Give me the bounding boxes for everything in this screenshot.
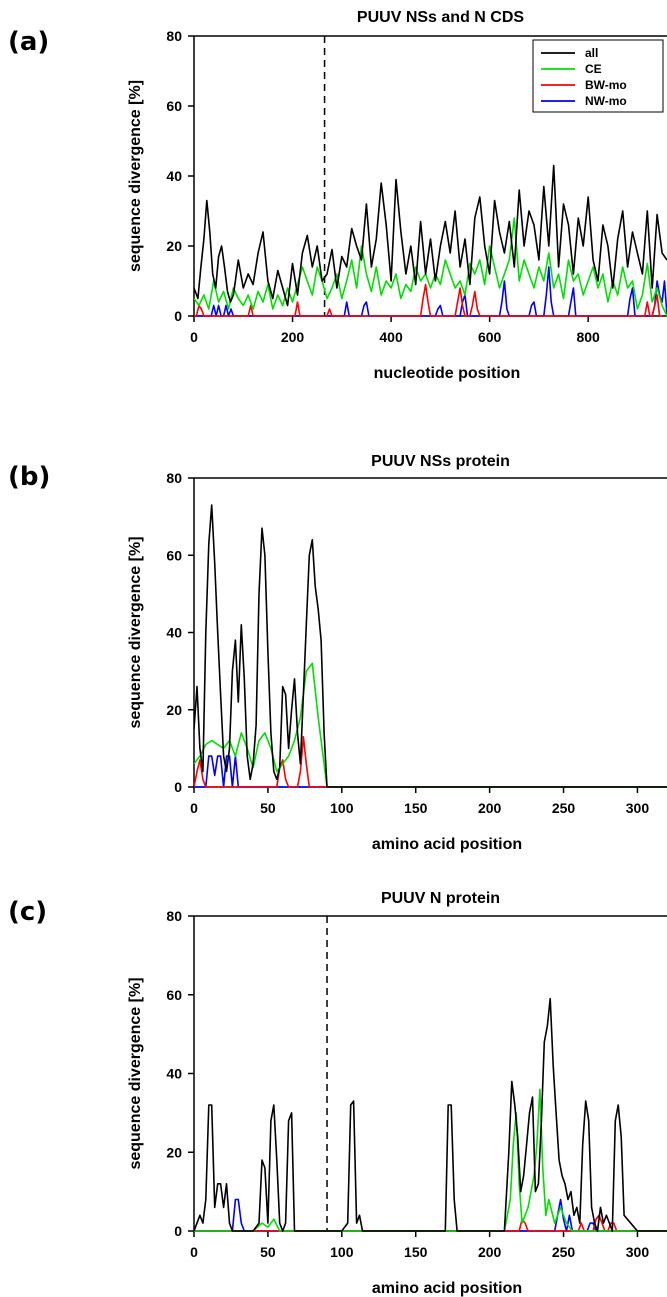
x-axis-label: nucleotide position <box>374 365 521 382</box>
x-tick-label: 600 <box>478 329 502 345</box>
legend-label: NW-mo <box>585 94 627 108</box>
y-tick-label: 20 <box>166 1144 182 1160</box>
y-tick-label: 40 <box>166 1066 182 1082</box>
y-tick-label: 60 <box>166 547 182 563</box>
x-tick-label: 300 <box>626 800 650 816</box>
y-tick-label: 80 <box>166 908 182 924</box>
legend-label: CE <box>585 62 602 76</box>
x-tick-label: 50 <box>260 800 276 816</box>
panel-letter: (a) <box>8 27 49 57</box>
x-tick-label: 50 <box>260 1244 276 1260</box>
y-tick-label: 20 <box>166 238 182 254</box>
series-line-nwmo <box>194 1198 667 1232</box>
y-axis-label: sequence divergence [%] <box>127 536 144 728</box>
x-tick-label: 100 <box>330 800 354 816</box>
y-tick-label: 80 <box>166 470 182 486</box>
chart-title: PUUV NSs and N CDS <box>357 9 524 26</box>
series-line-ce <box>194 217 667 317</box>
series-line-ce <box>194 662 667 788</box>
x-tick-label: 250 <box>552 800 576 816</box>
x-tick-label: 250 <box>552 1244 576 1260</box>
panel-letter: (b) <box>8 462 50 492</box>
plot-area <box>194 164 667 317</box>
y-tick-label: 40 <box>166 625 182 641</box>
x-tick-label: 200 <box>478 1244 502 1260</box>
plot-area <box>194 504 667 788</box>
panel-letter: (c) <box>8 897 47 927</box>
y-axis-label: sequence divergence [%] <box>127 977 144 1169</box>
x-axis-label: amino acid position <box>372 1280 522 1297</box>
legend-label: all <box>585 46 598 60</box>
plot-area <box>194 997 667 1232</box>
x-tick-label: 200 <box>281 329 305 345</box>
y-axis-label: sequence divergence [%] <box>127 80 144 272</box>
y-tick-label: 0 <box>174 308 182 324</box>
series-line-bwmo <box>194 1214 667 1232</box>
series-line-all <box>194 997 667 1232</box>
x-tick-label: 100 <box>330 1244 354 1260</box>
x-tick-label: 150 <box>404 800 428 816</box>
series-line-bwmo <box>194 283 663 317</box>
x-tick-label: 0 <box>190 800 198 816</box>
legend-box <box>532 39 664 113</box>
x-tick-label: 0 <box>190 329 198 345</box>
chart-title: PUUV NSs protein <box>371 453 510 470</box>
chart-title: PUUV N protein <box>381 890 500 907</box>
series-line-bwmo <box>194 735 667 788</box>
series-line-nwmo <box>194 755 667 788</box>
y-tick-label: 40 <box>166 168 182 184</box>
series-line-all <box>194 164 667 307</box>
x-tick-label: 200 <box>478 800 502 816</box>
x-tick-label: 300 <box>626 1244 650 1260</box>
y-tick-label: 60 <box>166 98 182 114</box>
x-tick-label: 0 <box>190 1244 198 1260</box>
y-tick-label: 80 <box>166 28 182 44</box>
x-tick-label: 400 <box>379 329 403 345</box>
series-line-ce <box>194 1088 667 1232</box>
y-tick-label: 20 <box>166 702 182 718</box>
x-tick-label: 150 <box>404 1244 428 1260</box>
legend: all CE BW-mo NW-mo <box>532 39 664 113</box>
chart-panel-3: (c) PUUV N protein 0 20 40 60 80 0 50 100 150 200 25… <box>8 890 667 1297</box>
y-tick-label: 0 <box>174 1223 182 1239</box>
chart-panel-2: (b) PUUV NSs protein 0 20 40 60 80 0 50 100 150 200… <box>8 453 667 853</box>
series-line-all <box>194 504 667 788</box>
x-tick-label: 800 <box>576 329 600 345</box>
legend-label: BW-mo <box>585 78 627 92</box>
y-tick-label: 60 <box>166 987 182 1003</box>
x-axis-label: amino acid position <box>372 836 522 853</box>
y-tick-label: 0 <box>174 779 182 795</box>
